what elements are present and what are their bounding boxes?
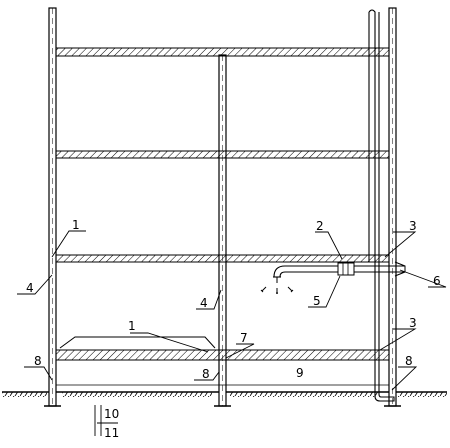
callout-4-center: 4 xyxy=(200,296,208,310)
callout-1-lower: 1 xyxy=(128,319,136,333)
right-exterior-wall xyxy=(388,7,397,407)
callout-3-upper: 3 xyxy=(409,219,417,233)
callout-6: 6 xyxy=(433,274,441,288)
left-exterior-wall xyxy=(48,7,57,407)
roof-slab xyxy=(55,47,390,57)
callout-9: 9 xyxy=(296,366,304,380)
callout-7: 7 xyxy=(240,331,248,345)
callout-8-right: 8 xyxy=(405,354,413,368)
insulation-layer xyxy=(59,336,216,349)
callout-11: 11 xyxy=(104,426,119,440)
leader-lines xyxy=(17,230,447,436)
callout-8-left: 8 xyxy=(34,354,42,368)
sprinkler-head xyxy=(260,277,294,294)
callout-1-upper: 1 xyxy=(72,218,80,232)
callout-labels: 1 1 2 3 3 4 4 5 6 7 8 8 8 9 10 11 xyxy=(26,218,441,440)
vertical-riser-pipe xyxy=(368,9,395,402)
callout-8-center: 8 xyxy=(202,367,210,381)
branch-pipe xyxy=(273,265,378,278)
valve-fitting xyxy=(337,262,355,276)
floor-slabs xyxy=(55,47,390,361)
callout-3-lower: 3 xyxy=(409,316,417,330)
callout-2: 2 xyxy=(316,219,324,233)
floor-slab-1 xyxy=(55,349,390,361)
callout-5: 5 xyxy=(313,294,321,308)
floor-slab-3 xyxy=(55,150,390,159)
floor-slab-2 xyxy=(55,254,390,263)
callout-4-left: 4 xyxy=(26,281,34,295)
callout-10: 10 xyxy=(104,407,119,421)
wall-outlet xyxy=(378,261,406,277)
